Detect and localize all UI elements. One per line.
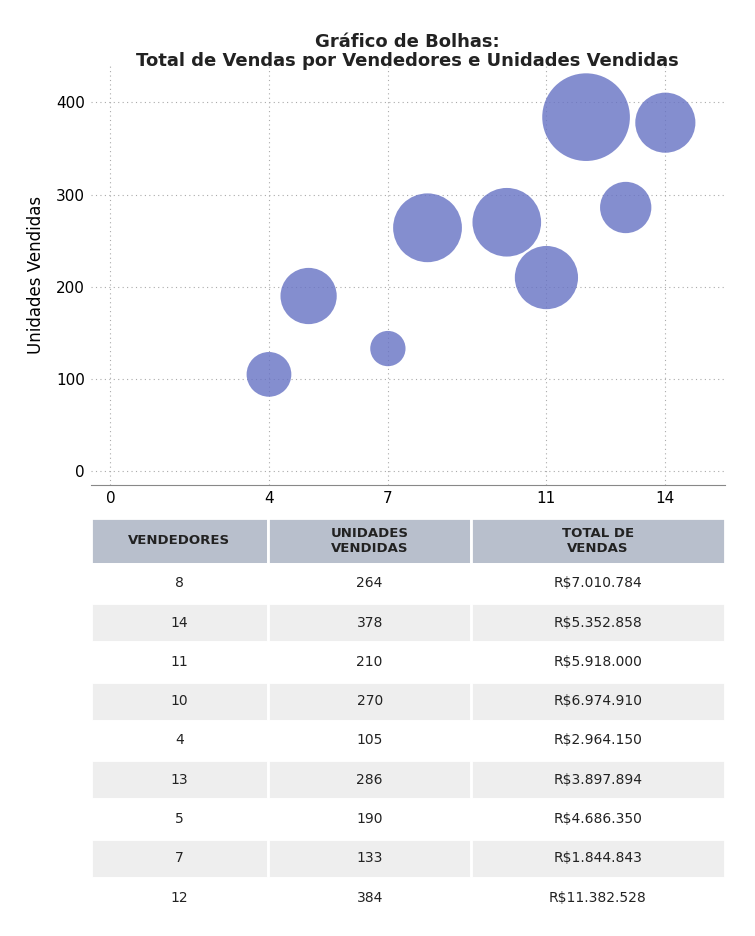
Bar	[91, 603, 268, 642]
Text: 133: 133	[356, 852, 383, 866]
Text: R$2.964.150: R$2.964.150	[553, 734, 643, 748]
Bar	[471, 839, 725, 878]
Text: 8: 8	[175, 577, 183, 591]
Text: 11: 11	[171, 655, 188, 669]
Text: R$4.686.350: R$4.686.350	[553, 812, 643, 826]
Text: 384: 384	[356, 891, 383, 904]
Y-axis label: Unidades Vendidas: Unidades Vendidas	[27, 197, 45, 355]
Bar	[91, 681, 268, 721]
Bar	[268, 603, 471, 642]
Text: R$5.352.858: R$5.352.858	[553, 616, 643, 630]
Bar	[268, 839, 471, 878]
Bar	[471, 878, 725, 917]
Text: 14: 14	[171, 616, 188, 630]
Bar	[91, 518, 268, 563]
Text: VENDEDORES: VENDEDORES	[128, 534, 230, 548]
Text: 5: 5	[175, 812, 183, 826]
Bar	[91, 799, 268, 839]
Text: 7: 7	[175, 852, 183, 866]
Text: UNIDADES
VENDIDAS: UNIDADES VENDIDAS	[331, 527, 408, 555]
Text: 378: 378	[356, 616, 383, 630]
Bar	[268, 681, 471, 721]
Text: 190: 190	[356, 812, 383, 826]
Text: R$3.897.894: R$3.897.894	[553, 773, 643, 787]
Point	[303, 288, 315, 303]
Bar	[91, 642, 268, 681]
Bar	[91, 563, 268, 603]
Text: R$11.382.528: R$11.382.528	[549, 891, 647, 904]
Text: 10: 10	[171, 695, 188, 709]
Bar	[268, 721, 471, 760]
Bar	[471, 799, 725, 839]
Text: R$1.844.843: R$1.844.843	[553, 852, 643, 866]
Bar	[471, 642, 725, 681]
Text: TOTAL DE
VENDAS: TOTAL DE VENDAS	[562, 527, 634, 555]
Bar	[268, 563, 471, 603]
Text: 4: 4	[175, 734, 183, 748]
Text: 264: 264	[356, 577, 383, 591]
Bar	[268, 760, 471, 799]
Text: Total de Vendas por Vendedores e Unidades Vendidas: Total de Vendas por Vendedores e Unidade…	[137, 51, 679, 70]
Bar	[471, 603, 725, 642]
Bar	[91, 721, 268, 760]
Point	[501, 214, 513, 229]
Point	[382, 341, 394, 356]
Text: 270: 270	[356, 695, 383, 709]
Bar	[471, 563, 725, 603]
Text: Gráfico de Bolhas:: Gráfico de Bolhas:	[316, 33, 500, 51]
Bar	[268, 878, 471, 917]
Bar	[471, 518, 725, 563]
Text: 286: 286	[356, 773, 383, 787]
Text: 210: 210	[356, 655, 383, 669]
Point	[620, 200, 632, 215]
Bar	[91, 878, 268, 917]
Bar	[471, 760, 725, 799]
Text: R$6.974.910: R$6.974.910	[553, 695, 643, 709]
Text: 13: 13	[171, 773, 188, 787]
Bar	[471, 721, 725, 760]
Point	[659, 115, 671, 130]
Text: 105: 105	[356, 734, 383, 748]
Bar	[91, 760, 268, 799]
Text: 12: 12	[171, 891, 188, 904]
Bar	[268, 799, 471, 839]
Point	[263, 367, 275, 382]
Text: R$5.918.000: R$5.918.000	[553, 655, 643, 669]
Bar	[268, 518, 471, 563]
Bar	[471, 681, 725, 721]
Bar	[91, 839, 268, 878]
Point	[580, 110, 592, 124]
Point	[541, 271, 553, 285]
X-axis label: Vendedores: Vendedores	[359, 519, 457, 537]
Bar	[268, 642, 471, 681]
Point	[421, 220, 433, 235]
Text: R$7.010.784: R$7.010.784	[553, 577, 643, 591]
